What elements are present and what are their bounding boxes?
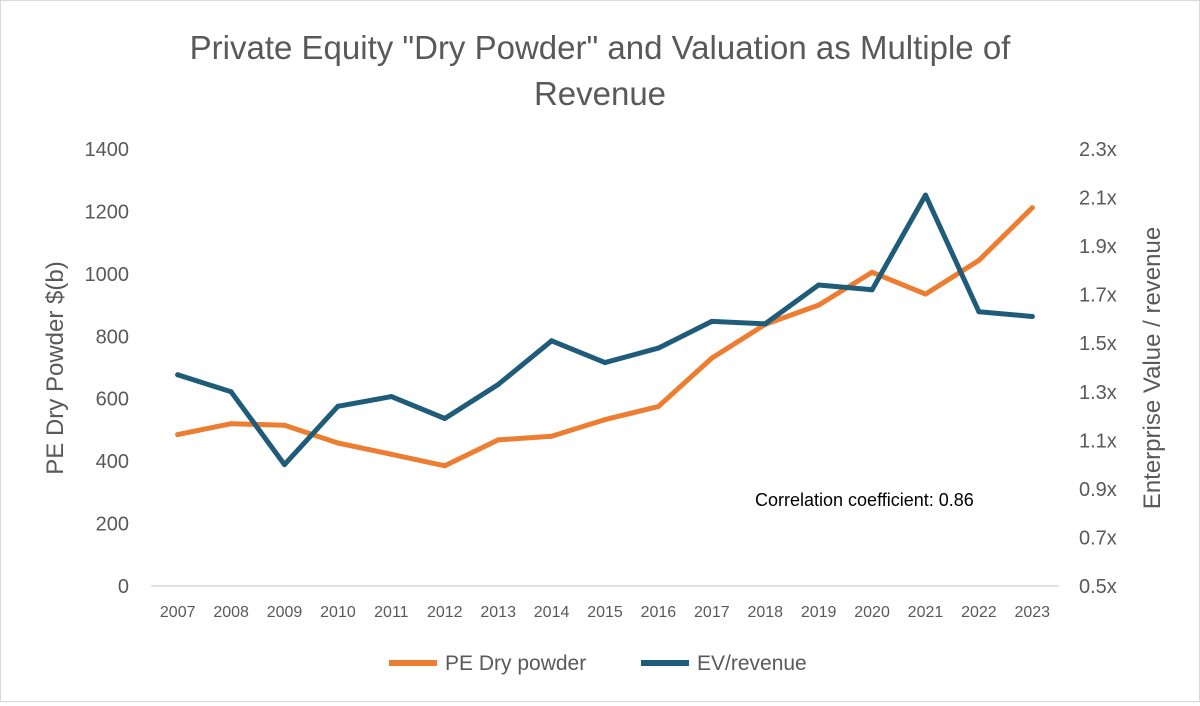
y-left-axis-label: PE Dry Powder $(b) xyxy=(42,261,69,474)
data-point-dry-powder xyxy=(655,404,661,409)
x-tick-label: 2012 xyxy=(427,604,463,621)
data-point-dry-powder xyxy=(282,422,287,428)
y-right-tick-label: 1.9x xyxy=(1079,236,1117,258)
x-tick-label: 2022 xyxy=(961,604,997,621)
x-tick-label: 2015 xyxy=(587,604,623,621)
x-tick-label: 2016 xyxy=(641,604,677,621)
series-line-dry-powder xyxy=(175,205,1035,469)
data-point-dry-powder xyxy=(976,257,982,263)
y-right-tick-label: 0.5x xyxy=(1079,576,1117,598)
x-tick-label: 2010 xyxy=(320,604,356,621)
y-left-tick-label: 200 xyxy=(96,514,129,536)
data-point-dry-powder xyxy=(388,451,394,457)
y-right-tick-labels: 0.5x 0.7x 0.9x 1.1x 1.3x 1.5x 1.7x 1.9x 2.1x 2.3x xyxy=(1079,139,1117,598)
y-left-tick-label: 0 xyxy=(118,576,129,598)
y-right-tick-label: 0.9x xyxy=(1079,479,1117,501)
x-tick-label: 2011 xyxy=(374,604,409,621)
series-lines xyxy=(175,192,1035,469)
x-tick-label: 2021 xyxy=(908,604,944,621)
data-point-ev-revenue xyxy=(762,321,768,327)
y-right-tick-label: 1.1x xyxy=(1079,430,1117,452)
y-right-tick-label: 1.5x xyxy=(1079,333,1117,355)
y-left-tick-label: 400 xyxy=(96,451,129,473)
data-point-ev-revenue xyxy=(709,318,715,324)
y-right-tick-label: 2.3x xyxy=(1079,139,1117,161)
x-tick-label: 2019 xyxy=(801,604,837,621)
data-point-ev-revenue xyxy=(495,382,501,387)
legend-label-dry-powder: PE Dry powder xyxy=(445,652,586,675)
legend: PE Dry powder EV/revenue xyxy=(389,652,807,675)
x-tick-labels: 2007 2008 2009 2010 2011 2012 2013 2014 2015 2016… xyxy=(160,604,1050,621)
x-tick-label: 2009 xyxy=(267,604,303,621)
data-point-ev-revenue xyxy=(282,462,287,468)
data-point-ev-revenue xyxy=(335,403,341,409)
x-tick-label: 2014 xyxy=(534,604,570,621)
data-point-dry-powder xyxy=(228,421,234,427)
data-point-ev-revenue xyxy=(923,192,928,198)
data-point-dry-powder xyxy=(602,417,608,423)
y-left-tick-label: 1000 xyxy=(85,264,130,286)
data-point-ev-revenue xyxy=(655,345,661,351)
x-tick-label: 2023 xyxy=(1014,604,1050,621)
chart-title-line-2: Revenue xyxy=(534,75,666,112)
y-right-tick-label: 1.7x xyxy=(1079,285,1117,307)
data-point-ev-revenue xyxy=(602,360,608,366)
data-point-dry-powder xyxy=(1029,205,1035,211)
data-point-ev-revenue xyxy=(816,282,822,288)
correlation-annotation: Correlation coefficient: 0.86 xyxy=(755,490,974,510)
x-tick-label: 2018 xyxy=(747,604,783,621)
y-left-tick-label: 1200 xyxy=(85,201,130,223)
data-point-ev-revenue xyxy=(869,287,875,293)
chart-title-line-1: Private Equity "Dry Powder" and Valuatio… xyxy=(190,29,1012,66)
legend-label-ev-revenue: EV/revenue xyxy=(697,652,807,675)
data-point-dry-powder xyxy=(175,432,181,438)
y-left-tick-label: 800 xyxy=(96,326,129,348)
x-tick-label: 2013 xyxy=(480,604,516,621)
data-point-ev-revenue xyxy=(175,372,181,378)
data-point-dry-powder xyxy=(495,437,501,443)
data-point-ev-revenue xyxy=(388,394,394,400)
data-point-dry-powder xyxy=(549,433,555,439)
y-right-tick-label: 2.1x xyxy=(1079,188,1117,210)
data-point-ev-revenue xyxy=(976,309,982,315)
x-tick-label: 2020 xyxy=(854,604,890,621)
y-right-tick-label: 1.3x xyxy=(1079,382,1117,404)
data-point-dry-powder xyxy=(816,302,822,308)
data-point-ev-revenue xyxy=(228,389,234,395)
y-left-tick-label: 600 xyxy=(96,389,129,411)
y-right-tick-label: 0.7x xyxy=(1079,527,1117,549)
series-line-ev-revenue xyxy=(175,192,1035,468)
x-tick-label: 2008 xyxy=(213,604,249,621)
data-point-dry-powder xyxy=(923,291,928,297)
y-left-tick-labels: 0 200 400 600 800 1000 1200 1400 xyxy=(85,139,130,598)
x-tick-label: 2017 xyxy=(694,604,730,621)
data-point-ev-revenue xyxy=(1029,314,1035,319)
y-left-tick-label: 1400 xyxy=(85,139,130,161)
x-tick-label: 2007 xyxy=(160,604,196,621)
data-point-dry-powder xyxy=(709,355,715,361)
data-point-dry-powder xyxy=(335,440,341,446)
data-point-ev-revenue xyxy=(442,416,448,421)
y-right-axis-label: Enterprise Value / revenue xyxy=(1139,227,1166,509)
data-point-ev-revenue xyxy=(549,338,555,344)
data-point-dry-powder xyxy=(442,463,448,469)
data-point-dry-powder xyxy=(869,269,875,275)
